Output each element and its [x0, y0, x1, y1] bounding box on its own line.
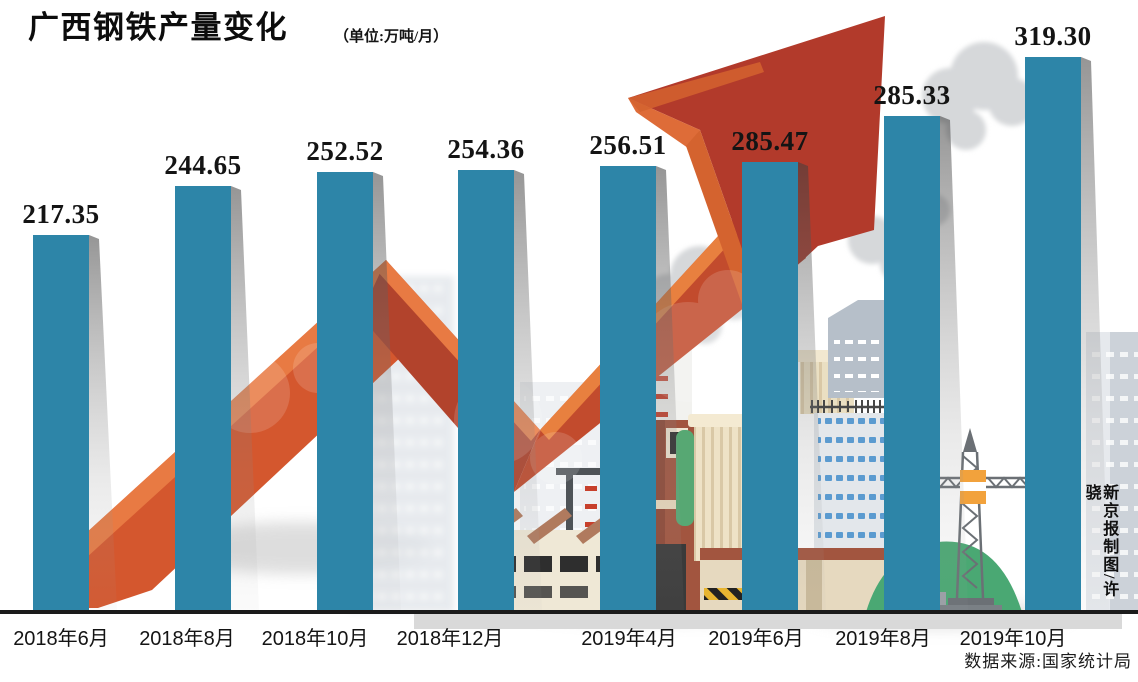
- x-axis-label: 2019年8月: [835, 628, 931, 650]
- x-axis-label: 2018年12月: [396, 628, 504, 650]
- bar-value-label: 285.33: [873, 80, 951, 110]
- x-axis-label: 2019年4月: [581, 628, 677, 650]
- bar-shadow: [231, 186, 259, 610]
- bar-shadow: [798, 162, 826, 610]
- bar-2019年10月: [1025, 57, 1081, 610]
- source-note: 数据来源:国家统计局: [964, 652, 1132, 671]
- bar-2018年6月: [33, 235, 89, 610]
- bar-2019年8月: [884, 116, 940, 610]
- bar-shadow: [89, 235, 117, 610]
- x-axis-label: 2018年10月: [261, 628, 369, 650]
- bar-2018年12月: [458, 170, 514, 610]
- unit-label: （单位:万吨/月）: [334, 29, 449, 45]
- x-axis-label: 2019年10月: [959, 628, 1067, 650]
- notched-building: [828, 300, 886, 398]
- bar-shadows-layer: [89, 57, 1109, 610]
- x-axis-label: 2019年6月: [708, 628, 804, 650]
- bar-2018年10月: [317, 172, 373, 610]
- bar-shadow: [656, 166, 684, 610]
- x-axis-label: 2018年6月: [13, 628, 109, 650]
- under-baseline-band: [414, 614, 1122, 629]
- bar-value-label: 254.36: [447, 134, 525, 164]
- bar-value-label: 285.47: [731, 126, 809, 156]
- baseline-axis: [0, 610, 1138, 614]
- bar-value-label: 217.35: [22, 199, 100, 229]
- bar-2018年8月: [175, 186, 231, 610]
- bar-shadow: [940, 116, 968, 610]
- chart-title: 广西钢铁产量变化: [28, 10, 288, 45]
- bar-value-label: 256.51: [589, 130, 667, 160]
- bar-shadow: [514, 170, 542, 610]
- credit-vertical: 新京报制图/许骁: [1082, 484, 1118, 599]
- bar-value-label: 244.65: [164, 150, 242, 180]
- bar-2019年4月: [600, 166, 656, 610]
- bar-value-label: 252.52: [306, 136, 384, 166]
- cooling-tower-front: [688, 414, 754, 561]
- bar-shadow: [1081, 57, 1109, 610]
- bar-shadow: [373, 172, 401, 610]
- x-axis-label: 2018年8月: [139, 628, 235, 650]
- bar-value-label: 319.30: [1014, 21, 1092, 51]
- bar-2019年6月: [742, 162, 798, 610]
- bars-layer: [33, 57, 1081, 610]
